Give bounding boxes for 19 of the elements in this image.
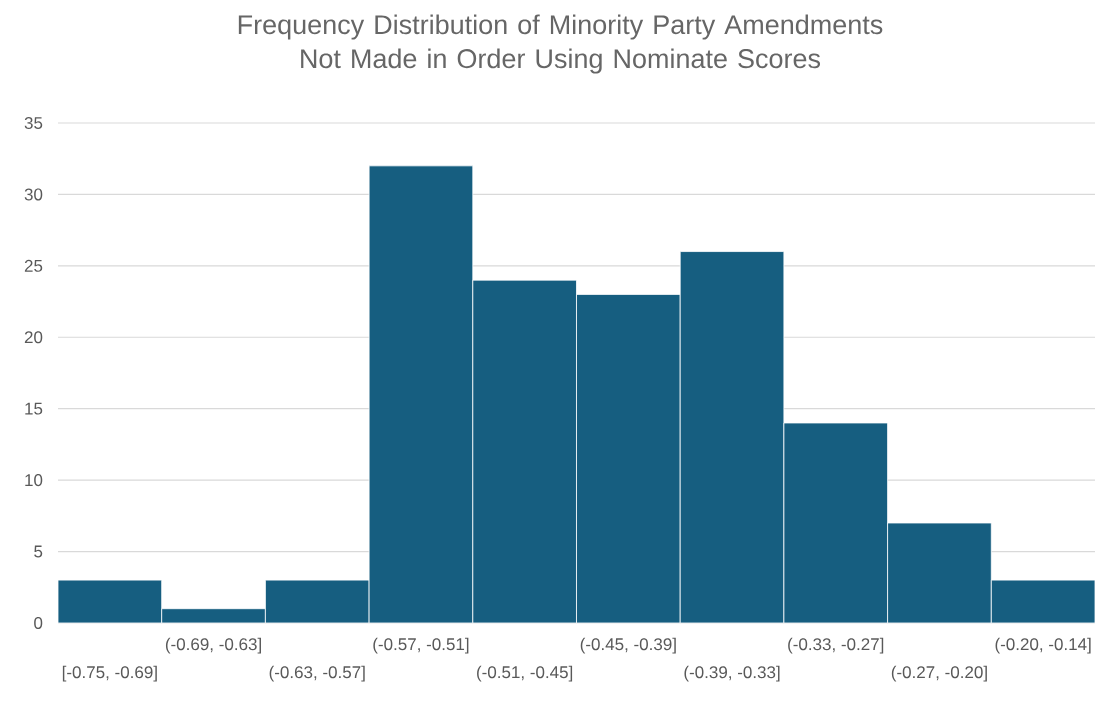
x-tick-label: (-0.57, -0.51] <box>373 637 469 654</box>
x-tick-label: (-0.45, -0.39] <box>580 637 676 654</box>
y-tick-label: 35 <box>24 116 43 129</box>
x-tick-label: (-0.39, -0.33] <box>684 665 780 682</box>
y-tick-label: 0 <box>34 616 43 629</box>
y-tick-label: 25 <box>24 259 43 272</box>
y-tick-label: 10 <box>25 474 43 487</box>
x-tick-label: (-0.63, -0.57] <box>269 665 365 682</box>
chart-title: Frequency Distribution of Minority Party Amendments Not Made in Order Using Nominate Scores <box>238 14 883 74</box>
x-tick-label: (-0.51, -0.45] <box>477 665 573 682</box>
x-tick-label: (-0.27, -0.20] <box>891 665 987 682</box>
x-tick-label: (-0.69, -0.63] <box>165 637 261 654</box>
x-tick-label: (-0.20, -0.14] <box>995 637 1091 654</box>
y-tick-label: 15 <box>25 402 43 415</box>
x-tick-label: (-0.33, -0.27] <box>788 637 884 654</box>
y-tick-label: 5 <box>34 545 43 558</box>
y-tick-label: 30 <box>24 188 43 201</box>
y-tick-label: 20 <box>24 331 43 344</box>
x-tick-label: [-0.75, -0.69] <box>62 665 157 682</box>
